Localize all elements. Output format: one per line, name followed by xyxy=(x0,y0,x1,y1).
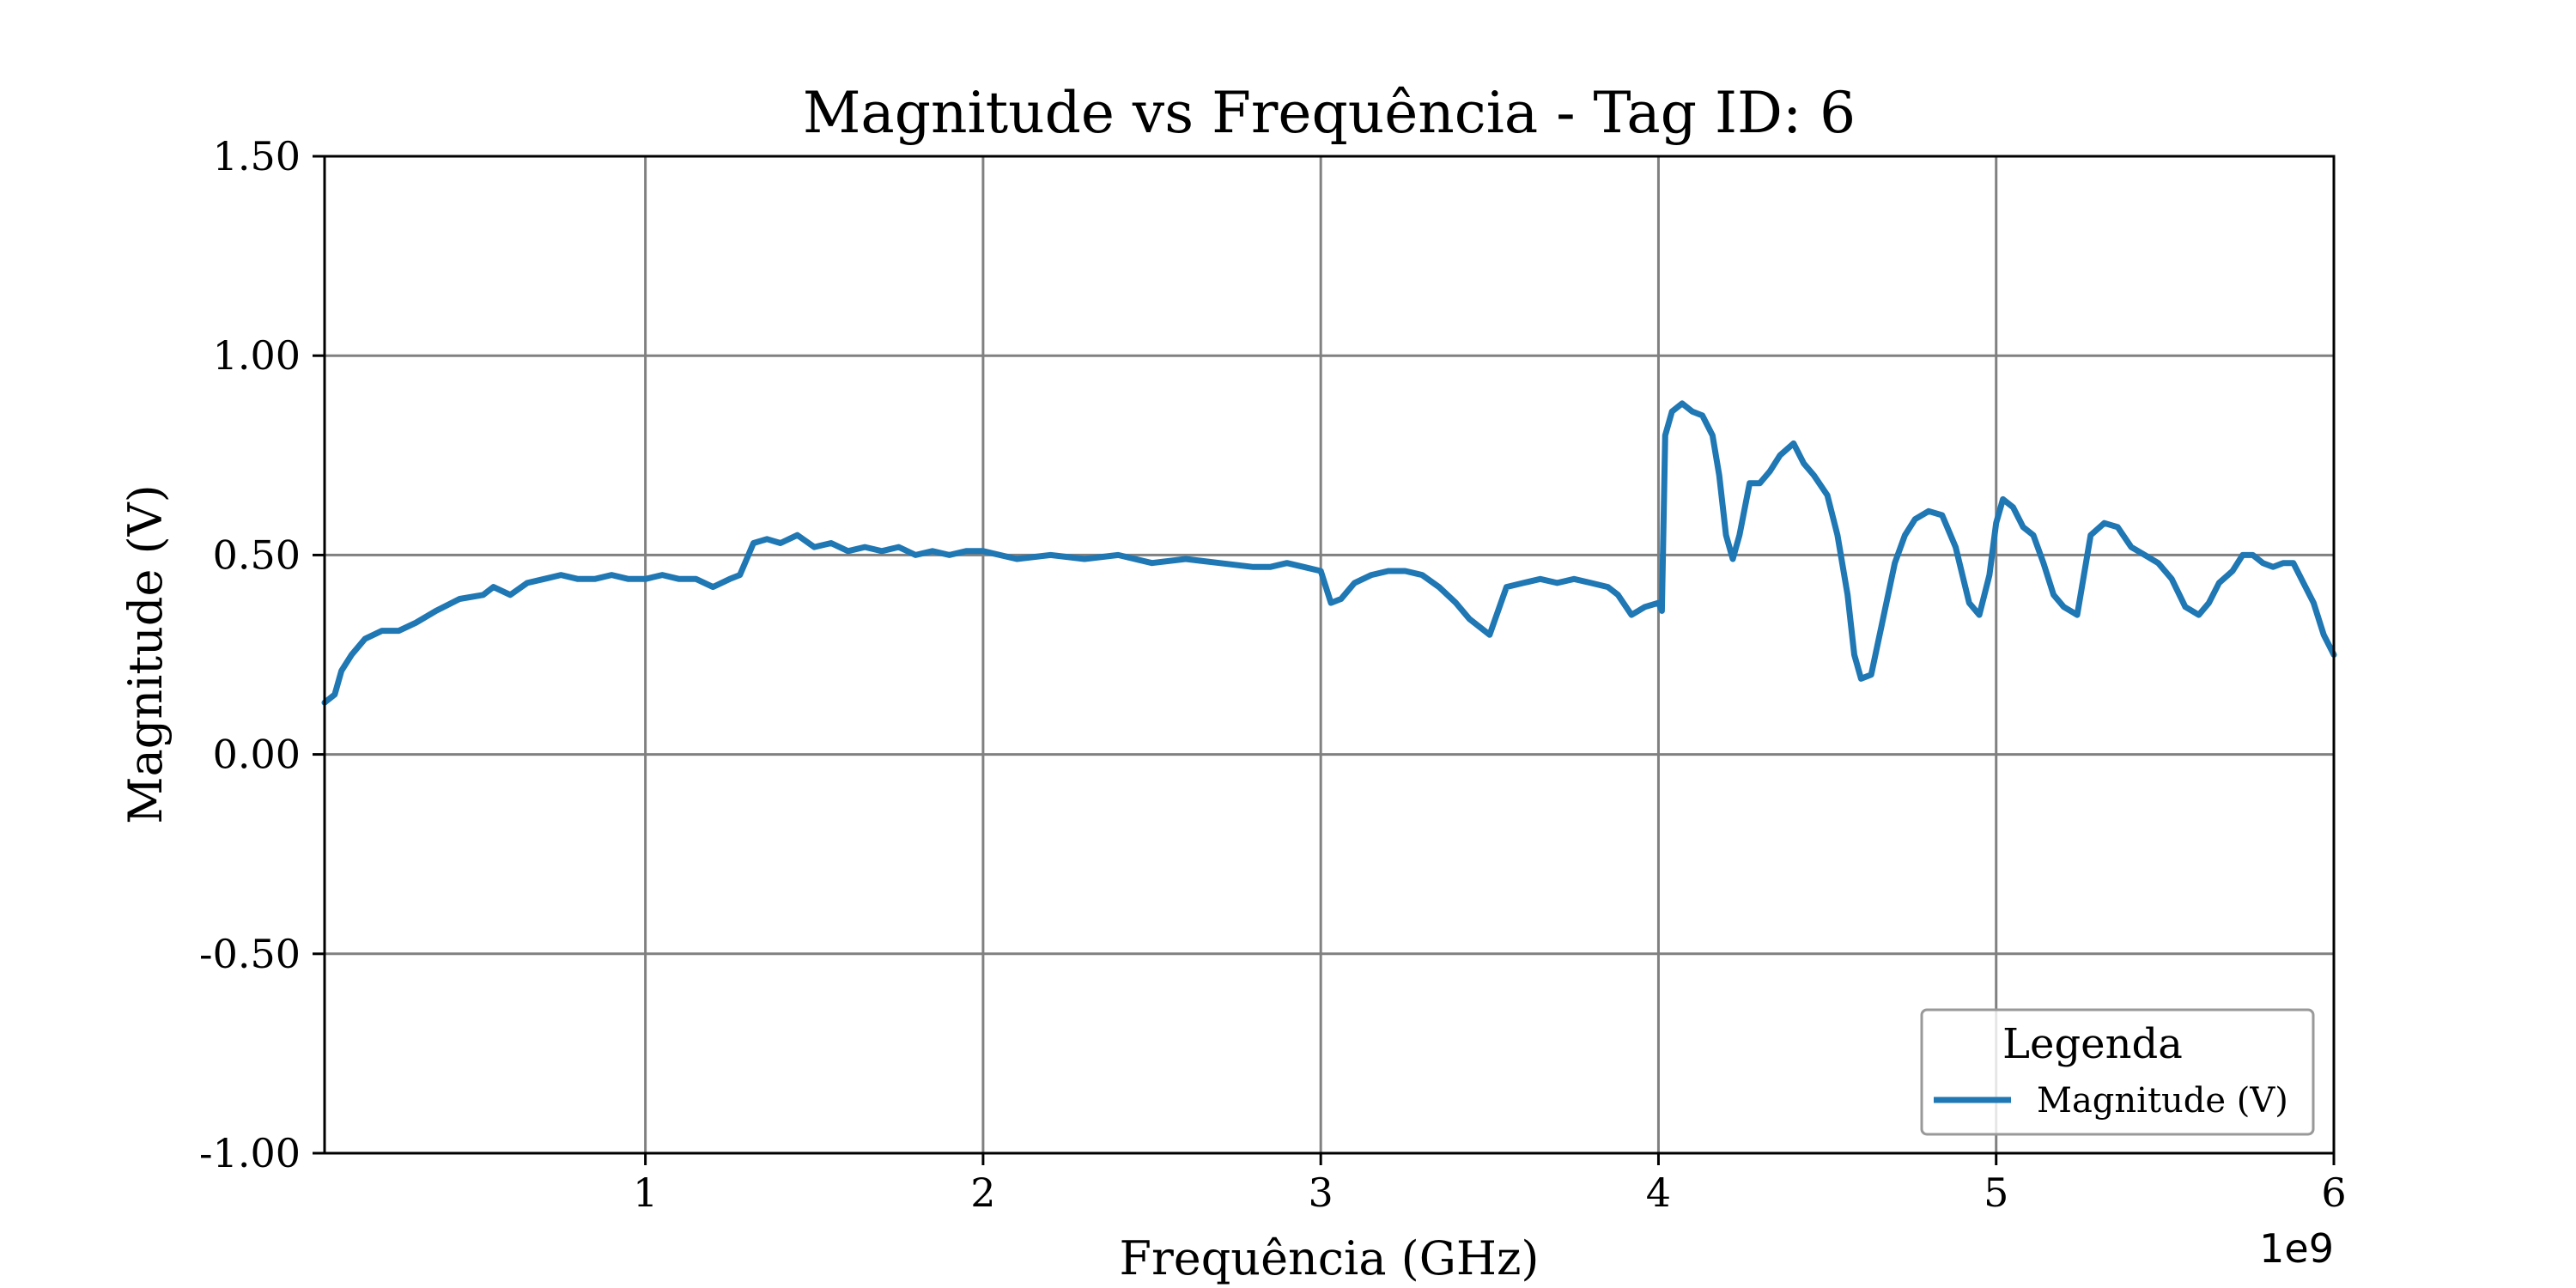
legend-title: Legenda xyxy=(2002,1020,2183,1068)
legend-box xyxy=(1920,1008,2315,1136)
y-tick-label: -1.00 xyxy=(199,1130,301,1176)
chart-title: Magnitude vs Frequência - Tag ID: 6 xyxy=(803,80,1856,146)
x-tick-label: 1 xyxy=(633,1170,658,1216)
series-line-magnitude xyxy=(321,400,2337,706)
x-tick-label: 6 xyxy=(2321,1170,2346,1216)
y-tick-label: -0.50 xyxy=(199,931,301,977)
grid-lines xyxy=(325,155,2336,1155)
y-tick-label: 0.00 xyxy=(213,732,301,778)
legend-entry-label: Magnitude (V) xyxy=(2037,1081,2288,1121)
x-tick-label: 5 xyxy=(1984,1170,2008,1216)
series-layer xyxy=(321,400,2337,706)
y-tick-label: 0.50 xyxy=(213,532,301,578)
x-tick-label: 4 xyxy=(1646,1170,1671,1216)
y-tick-label: 1.00 xyxy=(213,332,301,379)
x-tick-label: 2 xyxy=(970,1170,995,1216)
plot-frame xyxy=(323,155,2336,1155)
x-tick-label: 3 xyxy=(1309,1170,1334,1216)
legend: Legenda Magnitude (V) xyxy=(1920,1008,2315,1136)
y-axis-label: Magnitude (V) xyxy=(118,484,173,823)
x-axis-label: Frequência (GHz) xyxy=(1119,1231,1539,1285)
axis-ticks: 1 2 3 4 5 6 -1.00 -0.50 0.00 0.50 1.00 1.50 xyxy=(199,133,2347,1216)
x-axis-offset-label: 1e9 xyxy=(2259,1225,2334,1272)
y-tick-label: 1.50 xyxy=(213,133,301,179)
